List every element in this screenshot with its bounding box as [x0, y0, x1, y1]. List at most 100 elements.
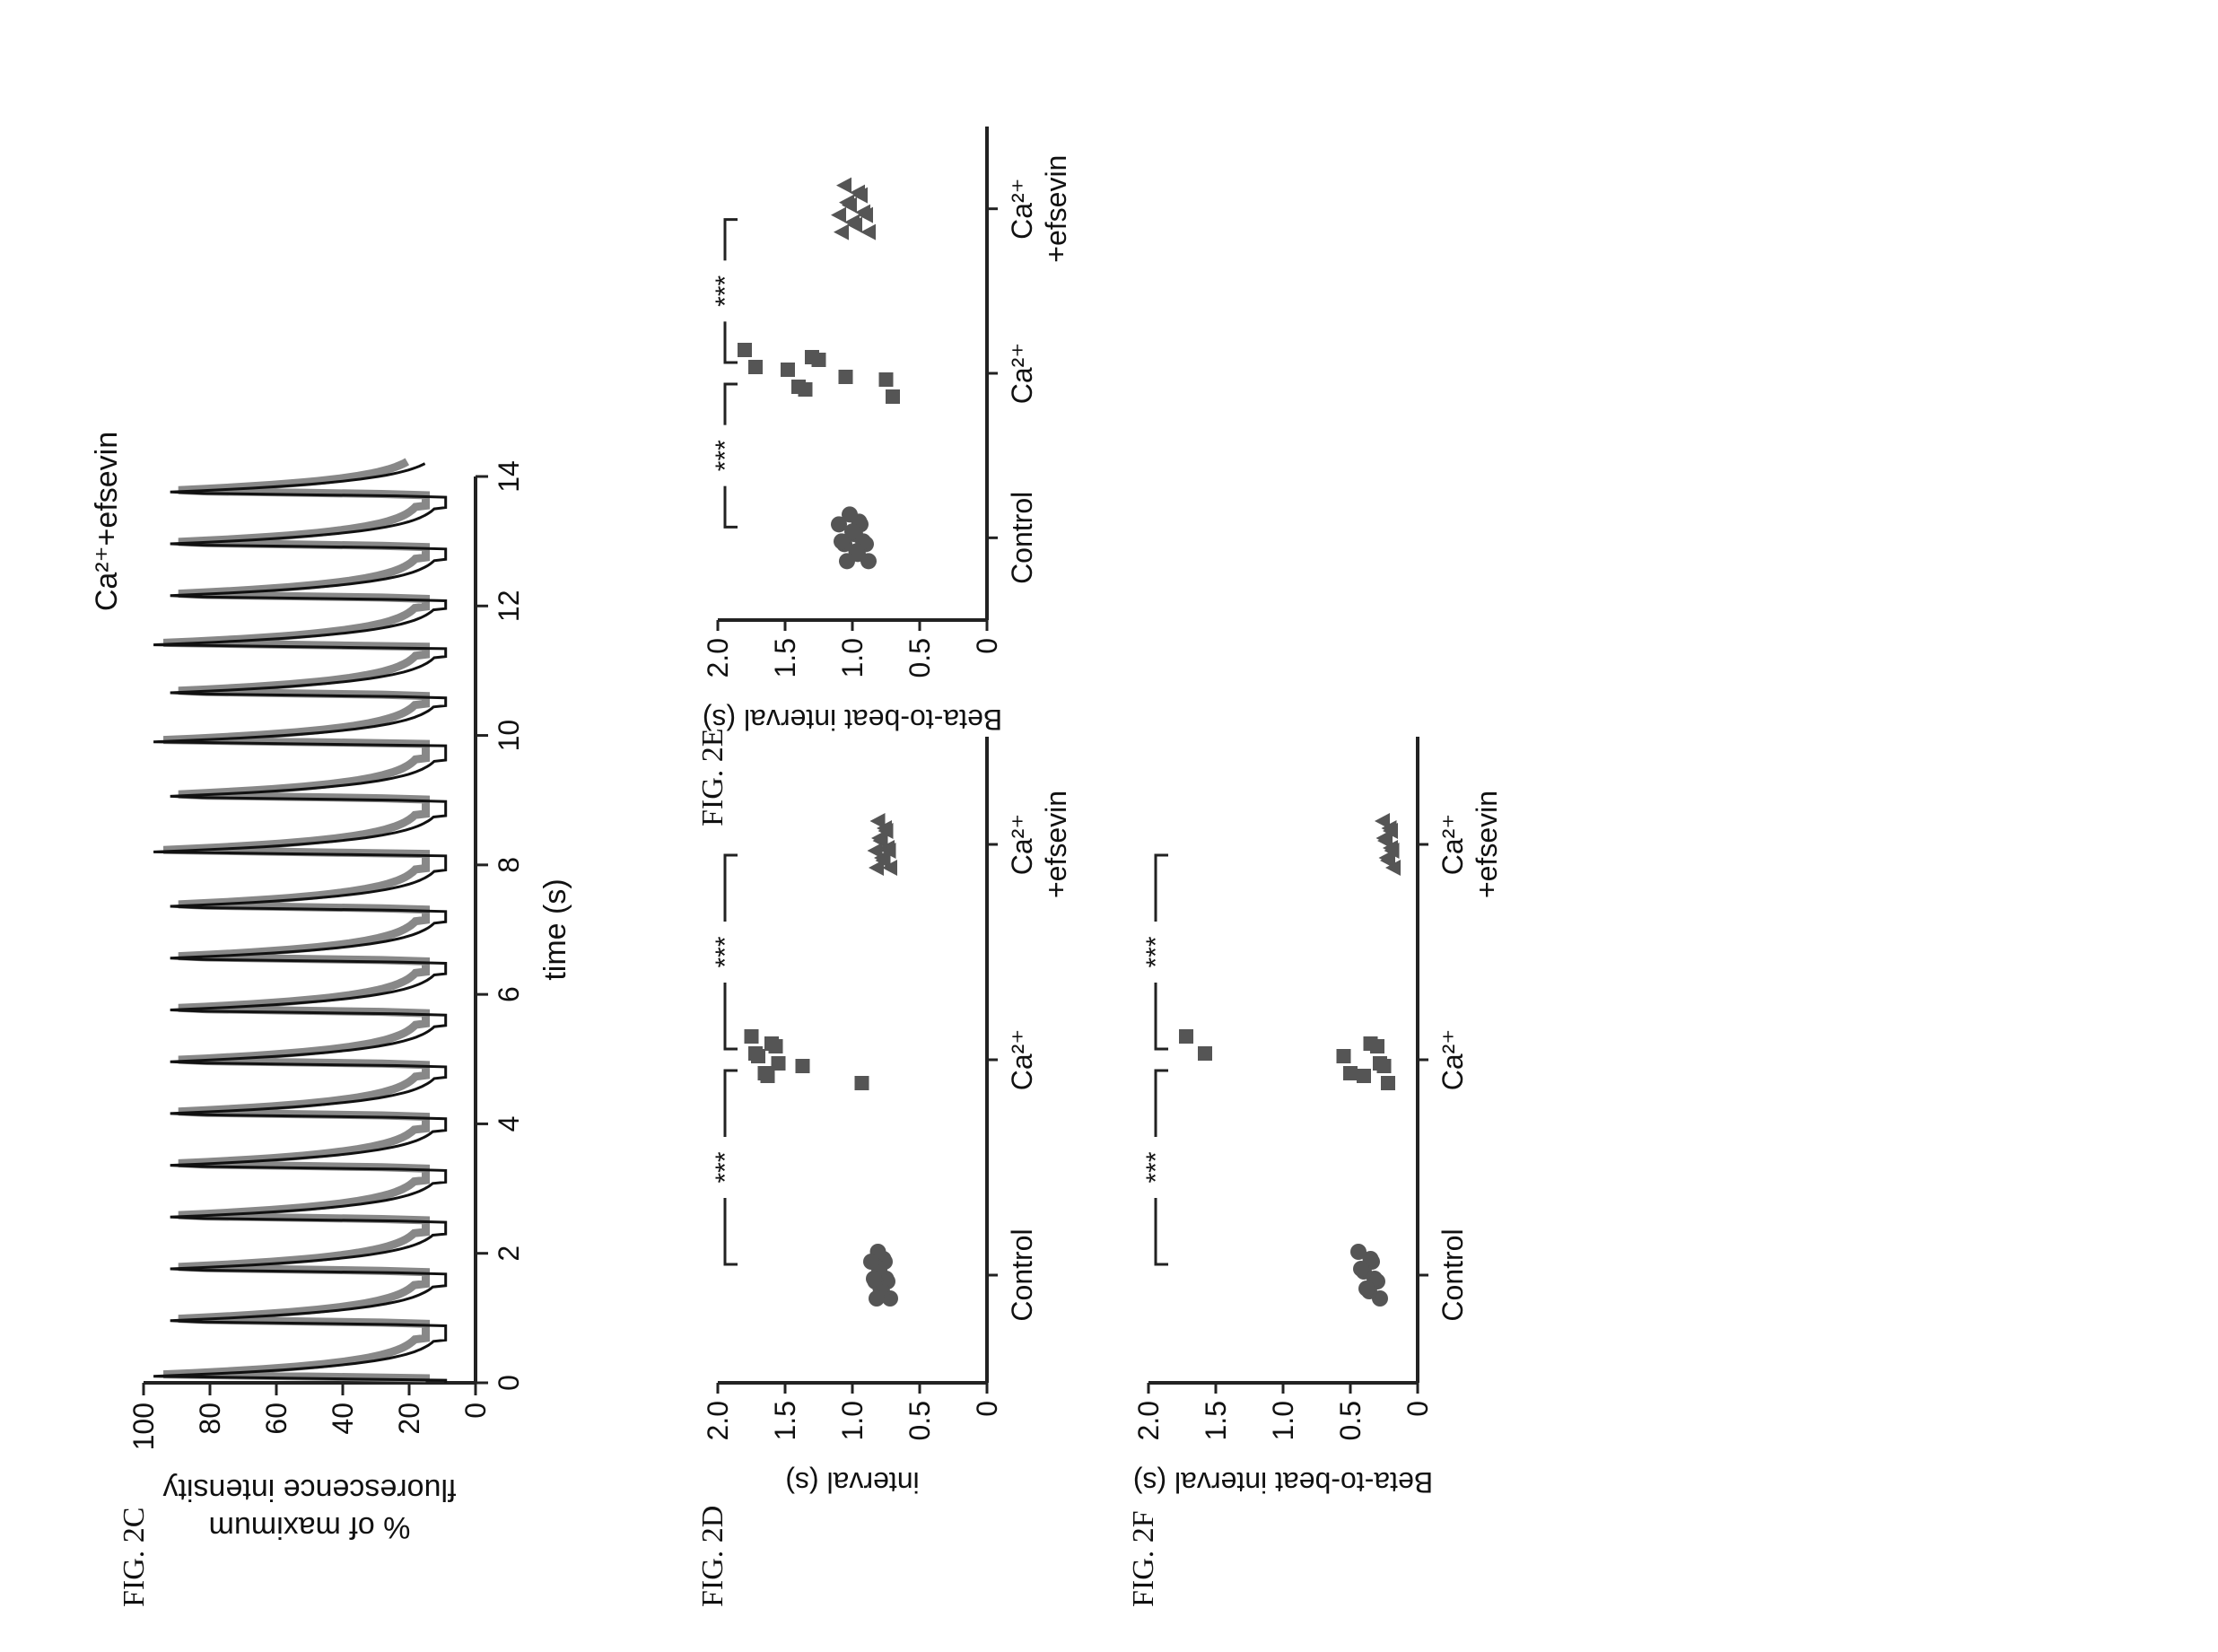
y-tick-label: 0 [971, 638, 1003, 654]
y-axis-label: Beta-to-beat interval (s) [703, 704, 1002, 736]
data-point-circle [866, 1271, 882, 1287]
x-tick-label: 12 [493, 590, 525, 622]
data-point-triangle [1375, 813, 1390, 829]
x-tick-label: 4 [493, 1116, 525, 1132]
y-tick-label: 80 [194, 1403, 226, 1435]
y-tick-label: 1.0 [836, 1401, 869, 1440]
data-point-triangle [871, 830, 886, 846]
data-point-circle [834, 533, 850, 550]
data-point-circle [869, 1290, 885, 1307]
significance-gap [716, 1137, 734, 1198]
y-tick-label: 1.0 [1267, 1401, 1299, 1440]
rotated-page: FIG. 2CCa²⁺+efsevin024681012140204060801… [90, 127, 1503, 1607]
significance-label: *** [711, 275, 740, 306]
y-tick-label: 60 [260, 1403, 293, 1435]
significance-label: *** [1141, 1151, 1171, 1183]
significance-label: *** [1141, 936, 1171, 967]
significance-gap [716, 424, 734, 486]
significance-label: *** [711, 1151, 740, 1183]
data-point-square [838, 370, 853, 384]
data-point-triangle [850, 184, 865, 201]
fig-label: FIG. 2C [118, 1508, 151, 1607]
x-tick-label: 2 [493, 1246, 525, 1262]
data-point-square [1381, 1076, 1395, 1090]
data-point-triangle [1375, 830, 1392, 846]
x-tick-label: +efsevin [1040, 155, 1072, 263]
data-point-square [744, 1029, 759, 1044]
data-point-square [1336, 1049, 1351, 1063]
x-tick-label: 8 [493, 857, 525, 873]
x-tick-label: +efsevin [1471, 791, 1503, 898]
y-tick-label: 2.0 [1132, 1401, 1165, 1440]
data-point-square [791, 380, 806, 394]
y-axis-label-line: % of maximum [209, 1510, 411, 1544]
x-tick-label: 10 [493, 720, 525, 752]
data-point-square [1373, 1056, 1387, 1071]
x-tick-label: Control [1006, 492, 1038, 584]
data-point-square [757, 1066, 773, 1080]
data-point-square [748, 360, 763, 374]
data-point-triangle [836, 177, 851, 194]
data-point-triangle [1383, 840, 1398, 856]
x-tick-label: Ca²⁺ [1436, 1029, 1469, 1090]
fig-label: FIG. 2D [696, 1506, 729, 1607]
fig-label: FIG. 2E [696, 728, 729, 826]
data-point-square [854, 1076, 869, 1090]
x-tick-label: 6 [493, 986, 525, 1002]
trace-sem-band [162, 458, 430, 1383]
data-point-triangle [860, 223, 876, 240]
significance-gap [1147, 922, 1165, 983]
significance-label: *** [711, 936, 740, 967]
y-tick-label: 2.0 [702, 1401, 734, 1440]
panel-2f: FIG. 2F 0 0.5 1.0 1.5 2.0 Beta-to-beat interva… [1127, 737, 1503, 1607]
chart-title: Ca²⁺+efsevin [90, 432, 124, 611]
data-point-square [771, 1056, 786, 1071]
panel-2c: FIG. 2C Ca²⁺+efsevin 0 2 4 6 8 10 12 14 0 20 40 60 80 1… [90, 432, 572, 1607]
data-point-triangle [831, 206, 846, 223]
y-tick-label: 1.5 [769, 638, 801, 677]
y-tick-label: 1.0 [836, 638, 869, 677]
data-point-square [795, 1059, 810, 1073]
x-tick-label: Ca²⁺ [1006, 814, 1038, 875]
y-axis-label: % of maximumfluorescence intensity [163, 1473, 457, 1544]
x-tick-label: Ca²⁺ [1006, 178, 1038, 239]
y-axis-label-line: fluorescence intensity [163, 1473, 457, 1507]
data-point-triangle [869, 813, 886, 829]
data-point-circle [1350, 1244, 1367, 1260]
y-tick-label: 40 [327, 1403, 359, 1435]
y-tick-label: 2.0 [702, 638, 734, 677]
data-point-square [1363, 1036, 1378, 1051]
panel-2e: FIG. 2E 0 0.5 1.0 1.5 2.0 Beta-to-beat interva… [696, 127, 1072, 826]
y-tick-label: 0.5 [904, 638, 936, 677]
data-point-square [1179, 1029, 1193, 1044]
significance-gap [716, 260, 734, 322]
y-tick-label: 1.5 [769, 1401, 801, 1440]
data-point-circle [1353, 1261, 1369, 1277]
y-tick-label: 1.5 [1200, 1401, 1232, 1440]
data-point-circle [1358, 1281, 1375, 1297]
data-point-square [764, 1036, 779, 1051]
data-point-square [748, 1046, 763, 1061]
y-tick-label: 20 [393, 1403, 425, 1435]
data-point-circle [831, 516, 847, 533]
y-axis-label: Beta-to-beat interval (s) [1133, 1466, 1433, 1499]
y-tick-label: 0.5 [1334, 1401, 1367, 1440]
y-tick-label: 0 [1402, 1401, 1434, 1417]
data-point-triangle [855, 204, 870, 221]
x-tick-label: +efsevin [1040, 791, 1072, 898]
y-tick-label: 100 [127, 1403, 160, 1450]
x-axis-label: time (s) [538, 878, 572, 980]
data-point-square [1357, 1069, 1371, 1083]
panel-2d: FIG. 2D 0 0.5 1.0 1.5 2.0 interval (s) Control C… [696, 737, 1072, 1607]
data-point-circle [844, 523, 860, 540]
data-point-square [781, 363, 795, 377]
data-point-circle [839, 553, 855, 570]
y-axis-label: interval (s) [785, 1466, 919, 1499]
significance-gap [1147, 1137, 1165, 1198]
data-point-triangle [1385, 860, 1401, 876]
data-point-circle [863, 1254, 879, 1270]
y-tick-label: 0 [971, 1401, 1003, 1417]
data-point-triangle [839, 194, 854, 211]
data-point-triangle [834, 223, 849, 240]
